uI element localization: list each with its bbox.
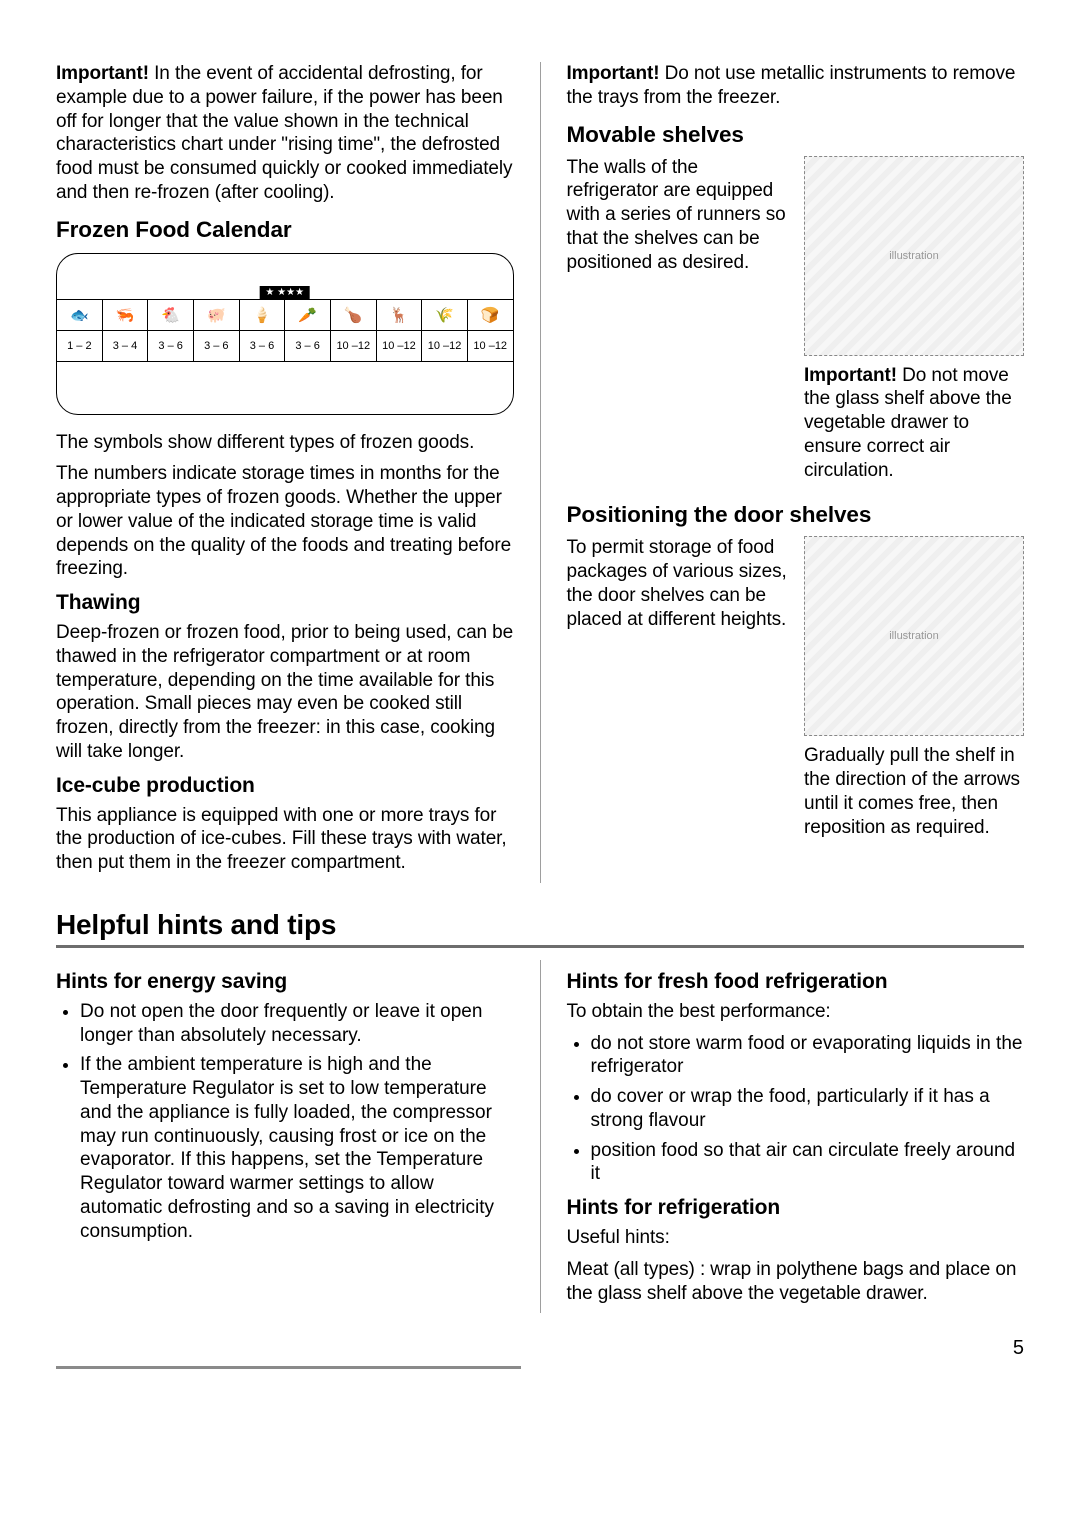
storage-months: 10 –12 [377,331,423,361]
calendar-explain-2: The numbers indicate storage times in mo… [56,462,514,581]
frozen-food-calendar: ★ ★★★ 🐟 🦐 🐔 🐖 🍦 🥕 🍗 🦌 🌾 🍞 1 – 2 3 – 4 3 … [56,253,514,415]
fresh-food-lead: To obtain the best performance: [567,1000,1025,1024]
storage-months: 10 –12 [331,331,377,361]
hints-right-column: Hints for fresh food refrigeration To ob… [567,960,1025,1314]
food-icon: 🍗 [331,300,377,330]
refrigeration-heading: Hints for refrigeration [567,1196,1025,1220]
energy-saving-heading: Hints for energy saving [56,970,514,994]
calendar-tag: ★ ★★★ [259,286,310,299]
helpful-hints-section: Helpful hints and tips Hints for energy … [56,909,1024,1314]
frozen-calendar-heading: Frozen Food Calendar [56,217,514,243]
storage-months: 3 – 6 [285,331,331,361]
ice-cube-heading: Ice-cube production [56,774,514,798]
column-divider [540,62,541,883]
door-shelves-heading: Positioning the door shelves [567,502,1025,528]
important-label: Important! [56,63,149,84]
storage-months: 3 – 6 [148,331,194,361]
storage-months: 3 – 6 [240,331,286,361]
door-shelves-note: Gradually pull the shelf in the directio… [804,744,1024,839]
important-label: Important! [804,365,897,386]
refrigeration-lead: Useful hints: [567,1226,1025,1250]
food-icon: 🌾 [422,300,468,330]
important-defrost: Important! In the event of accidental de… [56,62,514,205]
list-item: do not store warm food or evaporating li… [591,1032,1025,1080]
food-icon: 🍦 [240,300,286,330]
list-item: If the ambient temperature is high and t… [80,1053,514,1243]
ice-cube-body: This appliance is equipped with one or m… [56,804,514,875]
storage-months: 3 – 4 [103,331,149,361]
movable-shelves-illustration: illustration [804,156,1024,356]
right-column: Important! Do not use metallic instrumen… [567,62,1025,883]
food-icon: 🦐 [103,300,149,330]
page-number: 5 [56,1337,1024,1360]
hints-left-column: Hints for energy saving Do not open the … [56,960,514,1314]
movable-shelves-note: Important! Do not move the glass shelf a… [804,364,1024,483]
food-icon: 🐟 [57,300,103,330]
calendar-explain-1: The symbols show different types of froz… [56,431,514,455]
helpful-hints-title: Helpful hints and tips [56,909,1024,948]
thawing-heading: Thawing [56,591,514,615]
refrigeration-meat: Meat (all types) : wrap in polythene bag… [567,1258,1025,1306]
left-column: Important! In the event of accidental de… [56,62,514,883]
column-divider [540,960,541,1314]
door-shelves-illustration: illustration [804,536,1024,736]
fresh-food-heading: Hints for fresh food refrigeration [567,970,1025,994]
food-icon: 🐖 [194,300,240,330]
storage-months: 10 –12 [422,331,468,361]
food-icon: 🍞 [468,300,513,330]
food-icon: 🐔 [148,300,194,330]
food-icon: 🥕 [285,300,331,330]
movable-shelves-body: The walls of the refrigerator are equipp… [567,156,791,275]
food-icon: 🦌 [377,300,423,330]
storage-months: 3 – 6 [194,331,240,361]
door-shelves-body: To permit storage of food packages of va… [567,536,791,631]
important-metallic: Important! Do not use metallic instrumen… [567,62,1025,110]
calendar-icons-row: 🐟 🦐 🐔 🐖 🍦 🥕 🍗 🦌 🌾 🍞 [57,300,513,331]
list-item: Do not open the door frequently or leave… [80,1000,514,1048]
calendar-months-row: 1 – 2 3 – 4 3 – 6 3 – 6 3 – 6 3 – 6 10 –… [57,331,513,362]
fresh-food-list: do not store warm food or evaporating li… [567,1032,1025,1187]
footer-rule [56,1366,521,1369]
movable-shelves-heading: Movable shelves [567,122,1025,148]
storage-months: 1 – 2 [57,331,103,361]
storage-months: 10 –12 [468,331,513,361]
energy-saving-list: Do not open the door frequently or leave… [56,1000,514,1244]
thawing-body: Deep-frozen or frozen food, prior to bei… [56,621,514,764]
list-item: do cover or wrap the food, particularly … [591,1085,1025,1133]
list-item: position food so that air can circulate … [591,1139,1025,1187]
important-label: Important! [567,63,660,84]
